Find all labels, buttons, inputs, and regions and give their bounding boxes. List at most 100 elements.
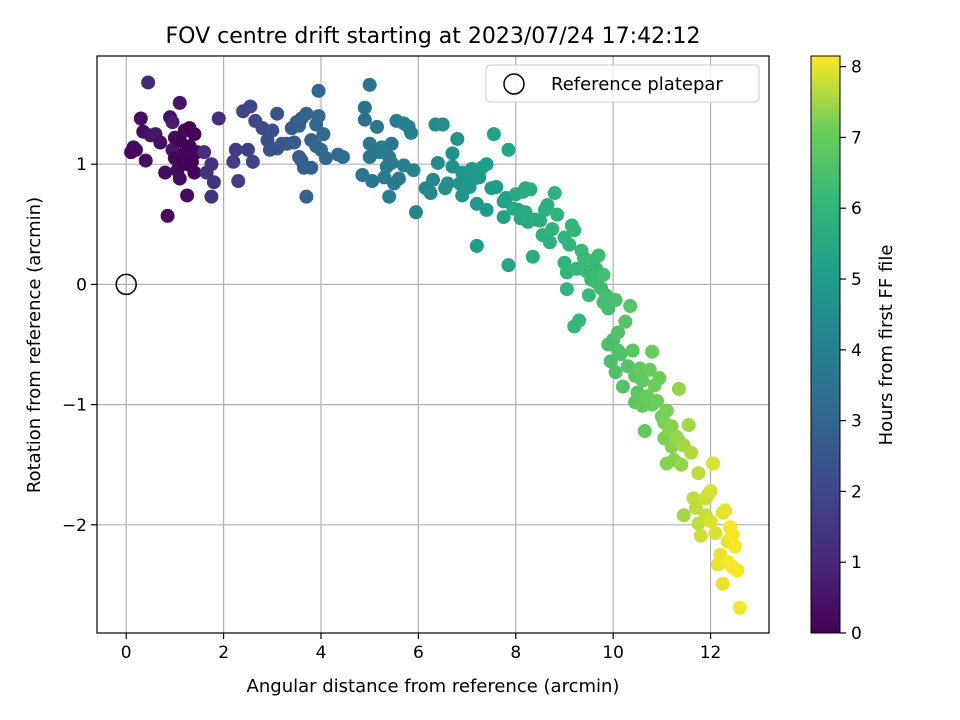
data-point (608, 293, 623, 308)
data-point (141, 75, 156, 90)
data-point (572, 313, 587, 328)
x-tick-label: 8 (510, 643, 521, 663)
data-point (404, 125, 419, 140)
data-point (318, 151, 333, 166)
data-point (287, 135, 302, 150)
data-point (406, 163, 421, 178)
data-point (128, 142, 143, 157)
colorbar-tick-label: 8 (851, 58, 862, 78)
data-point (489, 180, 504, 195)
data-point (727, 539, 742, 554)
data-point (316, 127, 331, 142)
x-tick-label: 4 (316, 643, 327, 663)
data-point (659, 403, 674, 418)
data-point (450, 131, 465, 146)
data-point (533, 213, 548, 228)
colorbar (810, 55, 841, 634)
data-point (525, 249, 540, 264)
colorbar-tick-label: 3 (851, 412, 862, 432)
y-tick-label: −1 (62, 396, 87, 416)
data-point (435, 117, 450, 132)
chart-title: FOV centre drift starting at 2023/07/24 … (166, 24, 701, 49)
data-point (479, 202, 494, 217)
legend: Reference platepar (485, 64, 760, 103)
plot-frame (96, 55, 770, 634)
data-point (231, 174, 246, 189)
data-point (706, 456, 720, 471)
data-point (153, 135, 168, 150)
data-point (611, 325, 626, 340)
data-point (691, 466, 706, 481)
data-point (226, 154, 241, 169)
colorbar-tick-label: 6 (851, 199, 862, 219)
data-point (187, 127, 202, 142)
data-point (671, 381, 686, 396)
data-point (725, 527, 740, 542)
data-point (160, 208, 175, 223)
colorbar-tick-label: 7 (851, 128, 862, 148)
x-tick-label: 0 (121, 643, 132, 663)
data-point (357, 100, 372, 115)
data-points (124, 75, 747, 615)
data-point (542, 235, 557, 250)
data-point (501, 258, 516, 273)
x-tick-label: 10 (602, 643, 624, 663)
data-point (547, 186, 562, 201)
data-point (265, 123, 280, 138)
data-point (708, 526, 723, 541)
data-point (479, 157, 494, 172)
x-axis-label: Angular distance from reference (arcmin) (247, 676, 620, 697)
data-point (674, 457, 689, 472)
data-point (642, 362, 657, 377)
data-point (545, 222, 560, 237)
data-point (197, 145, 212, 160)
data-point (540, 198, 555, 213)
data-point (681, 418, 696, 433)
colorbar-label: Hours from first FF file (876, 245, 897, 446)
data-point (730, 563, 745, 578)
data-point (637, 424, 652, 439)
data-point (204, 189, 219, 204)
data-point (732, 600, 747, 615)
colorbar-tick-label: 2 (851, 482, 862, 502)
data-point (559, 282, 574, 297)
data-point (615, 379, 630, 394)
colorbar-tick-label: 1 (851, 553, 862, 573)
data-point (357, 112, 372, 127)
data-point (299, 189, 314, 204)
data-point (562, 237, 577, 252)
data-point (362, 136, 377, 151)
data-point (243, 99, 258, 114)
x-tick-label: 12 (700, 643, 722, 663)
data-point (335, 149, 350, 164)
legend-entry-label: Reference platepar (551, 74, 723, 95)
data-point (645, 344, 660, 359)
y-axis-ticks: −2 −1 0 1 (62, 155, 97, 536)
data-point (172, 171, 187, 186)
data-point (311, 83, 326, 98)
data-point (676, 508, 691, 523)
data-point (618, 314, 633, 329)
reference-platepar-marker (115, 273, 137, 296)
data-point (650, 393, 664, 408)
y-tick-label: −2 (62, 516, 87, 536)
data-point (445, 146, 460, 161)
y-tick-label: 1 (76, 155, 87, 175)
x-tick-label: 6 (413, 643, 424, 663)
data-point (635, 373, 650, 388)
data-point (204, 157, 219, 172)
data-point (384, 155, 399, 170)
data-point (408, 205, 423, 220)
colorbar-ticks: 0 1 2 3 4 5 6 7 8 (840, 58, 862, 644)
data-point (688, 500, 703, 515)
data-point (365, 174, 380, 189)
x-tick-label: 2 (218, 643, 229, 663)
y-axis-label: Rotation from reference (arcmin) (24, 197, 45, 493)
data-point (133, 111, 148, 126)
data-point (591, 248, 606, 263)
data-point (613, 347, 628, 362)
data-point (703, 484, 718, 499)
data-point (703, 514, 718, 529)
data-point (382, 189, 397, 204)
